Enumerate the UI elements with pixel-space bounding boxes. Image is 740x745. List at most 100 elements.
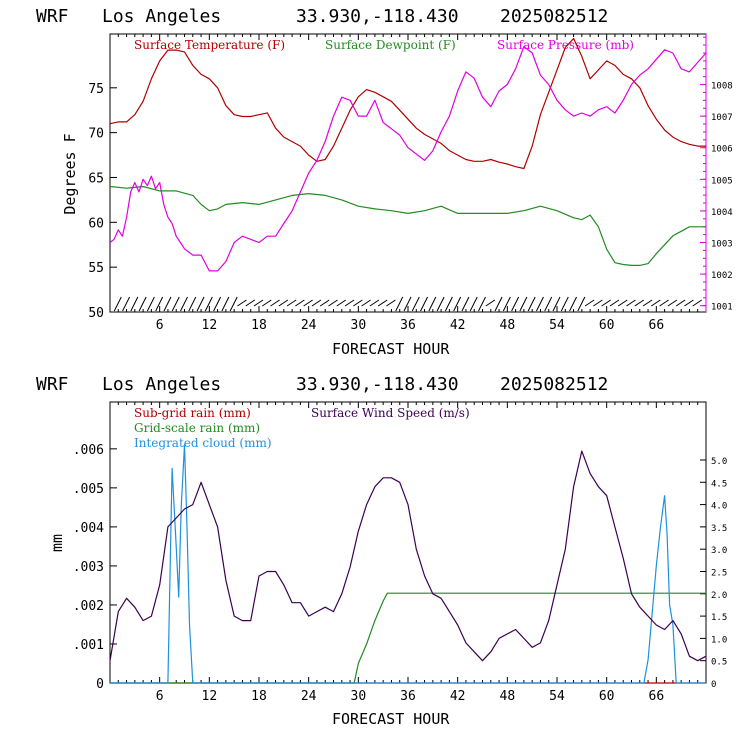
top-yaxis-label: Degrees F — [61, 133, 79, 214]
bottom-y2tick-label: 2.0 — [711, 591, 727, 601]
top-xtick-label-6: 6 — [156, 318, 164, 333]
bottom-ytick-label: .004 — [73, 521, 104, 536]
wind-barb — [511, 296, 520, 312]
wind-barb — [659, 299, 669, 307]
legend-gridscale-rain: Grid-scale rain (mm) — [134, 421, 260, 435]
legend-subgrid-rain: Sub-grid rain (mm) — [134, 406, 251, 420]
bottom-xtick-label-6: 6 — [156, 689, 164, 704]
wind-barb — [527, 296, 536, 312]
wind-barb — [544, 296, 553, 312]
bottom-ytick-label: .003 — [73, 560, 104, 575]
top-ytick-label: 65 — [88, 171, 104, 186]
top-xtick-label-24: 24 — [301, 318, 317, 333]
temperature-line — [109, 37, 706, 170]
bottom-y2tick-label: 5.0 — [711, 457, 727, 467]
wind-barb — [344, 299, 355, 307]
wind-barb — [369, 299, 380, 307]
plot-layer: 6 12 18 24 30 36 42 48 54 60 665055606570751001100… — [73, 33, 733, 704]
wind-barb — [204, 296, 213, 312]
wind-barb — [386, 299, 396, 307]
top-header-run: 2025082512 — [500, 6, 608, 27]
top-ytick-label: 55 — [88, 261, 104, 276]
bottom-xtick-label-12: 12 — [202, 689, 218, 704]
bottom-y2tick-label: 1.5 — [711, 613, 727, 623]
wind-barb — [180, 296, 188, 312]
wind-barb — [420, 296, 429, 312]
wind-barb — [675, 299, 686, 307]
gridscale-rain-line — [110, 592, 706, 684]
top-header-coords: 33.930,-118.430 — [296, 6, 459, 27]
wind-barb — [642, 299, 653, 307]
wind-barb — [403, 296, 412, 312]
bottom-yaxis-label: mm — [48, 534, 66, 552]
top-ytick-label: 50 — [88, 306, 104, 321]
top-xtick-label-48: 48 — [500, 318, 516, 333]
wind-barb — [270, 299, 280, 307]
bottom-ytick-label: .006 — [73, 443, 104, 458]
bottom-y2tick-label: 3.0 — [711, 546, 727, 556]
dewpoint-line — [109, 185, 706, 266]
wind-barb — [478, 296, 486, 312]
bottom-xtick-label-66: 66 — [649, 689, 665, 704]
wind-barb — [286, 299, 297, 307]
wind-barb — [485, 299, 496, 307]
top-y2tick-label: 1005 — [711, 176, 733, 186]
legend-temperature: Surface Temperature (F) — [134, 38, 285, 52]
wind-barb — [617, 299, 628, 307]
wind-barb — [692, 299, 702, 307]
wind-speed-line — [109, 450, 707, 662]
top-y2tick-label: 1008 — [711, 82, 733, 92]
bottom-xtick-label-54: 54 — [549, 689, 565, 704]
wind-barb — [353, 299, 363, 307]
wind-barb — [634, 299, 645, 307]
bottom-xtick-label-18: 18 — [251, 689, 267, 704]
wind-barb — [593, 299, 603, 307]
top-y2tick-label: 1001 — [711, 303, 733, 313]
bottom-y2tick-label: 0.5 — [711, 658, 727, 668]
top-y2tick-label: 1003 — [711, 240, 733, 250]
wind-barb — [196, 296, 205, 312]
top-plot-frame — [109, 33, 707, 313]
wind-barb — [584, 299, 595, 307]
wind-barb — [461, 296, 470, 312]
wind-barb — [188, 296, 197, 312]
top-y2tick-label: 1006 — [711, 145, 733, 155]
top-header-model: WRF — [36, 6, 69, 27]
wind-barb — [651, 299, 661, 307]
wind-barb — [237, 299, 247, 307]
bottom-header-location: Los Angeles — [102, 374, 221, 395]
top-xtick-label-54: 54 — [549, 318, 565, 333]
legend-wind-speed: Surface Wind Speed (m/s) — [311, 406, 470, 420]
top-y2tick-label: 1004 — [711, 208, 733, 218]
top-xtick-label-36: 36 — [400, 318, 416, 333]
bottom-xtick-label-60: 60 — [599, 689, 615, 704]
wind-barb — [171, 296, 180, 312]
bottom-ytick-label: .005 — [73, 482, 104, 497]
wind-barb — [155, 296, 164, 312]
bottom-ytick-label: .001 — [73, 638, 104, 653]
top-xtick-label-42: 42 — [450, 318, 466, 333]
top-xtick-label-60: 60 — [599, 318, 615, 333]
bottom-header-coords: 33.930,-118.430 — [296, 374, 459, 395]
bottom-y2tick-label: 1.0 — [711, 635, 727, 645]
wind-barb — [411, 296, 420, 312]
wind-barb — [609, 299, 620, 307]
bottom-y2tick-label: 2.5 — [711, 568, 727, 578]
top-panel-header: WRF Los Angeles 33.930,-118.430 20250825… — [36, 6, 608, 27]
top-xtick-label-30: 30 — [351, 318, 367, 333]
wind-barb — [213, 296, 222, 312]
top-header-location: Los Angeles — [102, 6, 221, 27]
wind-barb — [436, 296, 445, 312]
legend-integrated-cloud: Integrated cloud (mm) — [134, 436, 272, 450]
wind-barb — [130, 296, 139, 312]
bottom-xtick-label-48: 48 — [500, 689, 516, 704]
wind-barb — [361, 299, 371, 307]
wind-barb — [626, 299, 636, 307]
integrated-cloud-line — [110, 444, 706, 684]
wind-barb — [221, 296, 230, 312]
wind-barb — [569, 296, 578, 312]
top-xtick-label-12: 12 — [202, 318, 218, 333]
wind-barb — [428, 296, 437, 312]
wind-barb — [113, 296, 122, 312]
